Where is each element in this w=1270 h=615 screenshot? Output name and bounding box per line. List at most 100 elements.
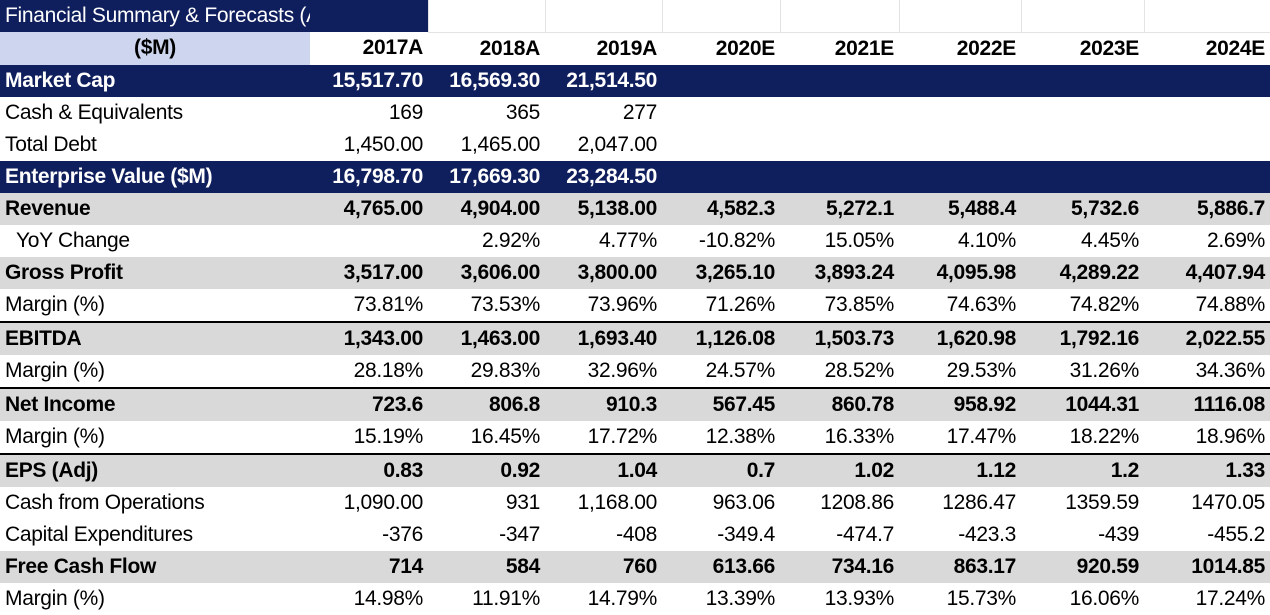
table-cell[interactable]: 1208.86 [820,490,894,514]
table-cell[interactable]: 29.83% [470,358,541,382]
table-cell[interactable]: 24.57% [705,358,776,382]
table-cell[interactable]: -349.4 [717,522,775,546]
table-cell[interactable]: 1.12 [899,452,1021,487]
table-cell[interactable]: 1,126.08 [662,320,780,355]
row-label[interactable]: Total Debt [5,132,97,156]
row-label[interactable]: Revenue [0,192,310,225]
row-label[interactable]: Gross Profit [0,256,310,289]
table-cell[interactable]: 1,463.00 [428,320,545,355]
table-cell[interactable]: 613.66 [662,550,780,583]
table-cell[interactable]: 1,620.98 [899,320,1021,355]
table-cell[interactable] [1021,64,1144,97]
row-label[interactable]: EPS (Adj) [0,452,310,487]
table-cell[interactable]: 74.88% [1195,292,1266,316]
row-label[interactable]: Net Income [0,386,310,421]
row-label[interactable]: Margin (%) [5,586,105,610]
table-cell[interactable]: 1116.08 [1144,386,1270,421]
table-cell[interactable]: 169 [388,100,423,124]
table-cell[interactable]: 1014.85 [1144,550,1270,583]
row-label[interactable]: Margin (%) [5,424,105,448]
table-cell[interactable] [780,160,899,193]
row-label[interactable]: Enterprise Value ($M) [0,160,310,193]
table-cell[interactable]: 3,517.00 [310,256,428,289]
table-cell[interactable]: 5,488.4 [899,192,1021,225]
table-cell[interactable]: 73.81% [353,292,424,316]
table-cell[interactable]: 863.17 [899,550,1021,583]
table-cell[interactable]: 14.79% [587,586,658,610]
table-cell[interactable]: 73.85% [824,292,895,316]
table-cell[interactable]: 4,582.3 [662,192,780,225]
table-cell[interactable]: 18.96% [1195,424,1266,448]
table-cell[interactable]: 1286.47 [942,490,1016,514]
table-cell[interactable]: 11.91% [472,586,540,610]
table-cell[interactable]: 2,022.55 [1144,320,1270,355]
table-cell[interactable]: 1,465.00 [460,132,541,156]
table-cell[interactable]: 4.45% [1080,228,1139,252]
table-cell[interactable]: 920.59 [1021,550,1144,583]
year-header[interactable]: 2021E [834,36,895,60]
table-cell[interactable]: 32.96% [587,358,658,382]
year-header[interactable]: 2018A [479,36,541,60]
row-label[interactable]: YoY Change [16,228,130,252]
table-cell[interactable]: 277 [622,100,657,124]
table-cell[interactable]: 931 [505,490,540,514]
table-cell[interactable]: 15,517.70 [310,64,428,97]
empty-cell[interactable] [661,0,780,33]
table-cell[interactable]: 5,138.00 [545,192,662,225]
empty-cell[interactable] [427,0,545,33]
table-cell[interactable]: 1,090.00 [343,490,424,514]
empty-cell[interactable] [779,0,899,33]
table-cell[interactable]: 21,514.50 [545,64,662,97]
table-cell[interactable]: 2,047.00 [577,132,658,156]
table-cell[interactable]: 2.92% [481,228,540,252]
table-cell[interactable] [780,129,899,161]
table-cell[interactable] [1144,129,1270,161]
table-cell[interactable] [899,64,1021,97]
table-cell[interactable]: 74.82% [1069,292,1140,316]
table-cell[interactable]: 4.10% [957,228,1016,252]
table-cell[interactable]: 1359.59 [1065,490,1139,514]
table-cell[interactable]: 4,765.00 [310,192,428,225]
table-cell[interactable]: 17.24% [1195,586,1266,610]
empty-cell[interactable] [1143,0,1270,33]
table-cell[interactable]: 1,343.00 [310,320,428,355]
row-label[interactable]: Cash from Operations [5,490,205,514]
table-cell[interactable] [1021,160,1144,193]
year-header[interactable]: 2024E [1205,36,1266,60]
table-cell[interactable]: 714 [310,550,428,583]
table-cell[interactable]: 28.18% [353,358,424,382]
table-cell[interactable]: 723.6 [310,386,428,421]
table-title[interactable]: Financial Summary & Forecasts (Annual) [0,0,310,32]
row-label[interactable]: Market Cap [0,64,310,97]
table-cell[interactable]: 1,792.16 [1021,320,1144,355]
table-cell[interactable]: 4,289.22 [1021,256,1144,289]
table-cell[interactable] [662,64,780,97]
table-cell[interactable] [899,129,1021,161]
table-cell[interactable] [1021,129,1144,161]
table-cell[interactable]: 1,693.40 [545,320,662,355]
table-cell[interactable]: 806.8 [428,386,545,421]
year-header[interactable]: 2017A [362,36,424,60]
table-cell[interactable] [662,97,780,129]
table-cell[interactable]: 17.47% [946,424,1017,448]
table-cell[interactable]: 1,503.73 [780,320,899,355]
table-cell[interactable] [662,129,780,161]
table-cell[interactable]: 13.39% [705,586,776,610]
year-header[interactable]: 2023E [1079,36,1140,60]
table-cell[interactable]: 17.72% [587,424,658,448]
table-cell[interactable]: -347 [499,522,540,546]
table-cell[interactable]: 15.19% [353,424,424,448]
table-cell[interactable]: 1.04 [545,452,662,487]
table-cell[interactable] [899,97,1021,129]
table-cell[interactable]: 34.36% [1195,358,1266,382]
table-cell[interactable]: 963.06 [712,490,776,514]
table-cell[interactable]: -423.3 [958,522,1016,546]
year-header[interactable]: 2019A [596,36,658,60]
table-cell[interactable]: 17,669.30 [428,160,545,193]
table-cell[interactable]: 13.93% [824,586,895,610]
table-cell[interactable]: 29.53% [946,358,1017,382]
table-cell[interactable]: 14.98% [353,586,424,610]
table-cell[interactable]: 1044.31 [1021,386,1144,421]
table-cell[interactable]: 1.2 [1021,452,1144,487]
table-cell[interactable]: 567.45 [662,386,780,421]
